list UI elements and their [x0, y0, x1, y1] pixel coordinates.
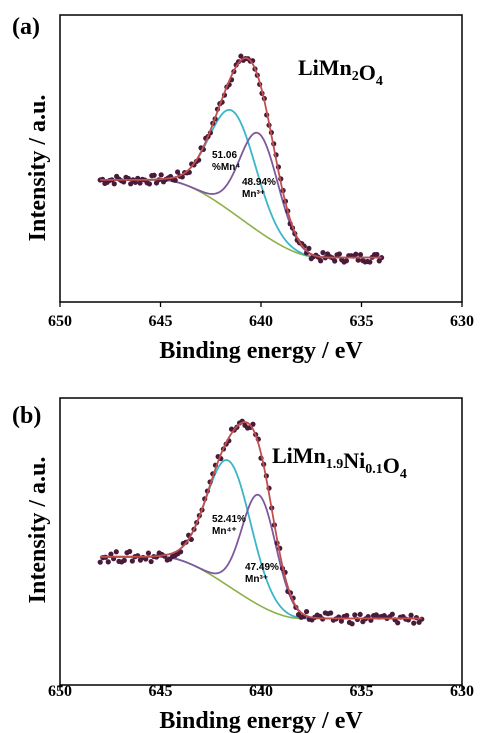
data-point [357, 611, 363, 618]
data-point [129, 558, 135, 564]
x-tick-label: 645 [149, 683, 173, 700]
data-point [411, 620, 417, 626]
data-point [113, 549, 119, 555]
data-point [121, 557, 127, 563]
data-point [132, 179, 138, 185]
envelope-curve [100, 57, 382, 259]
data-point [318, 258, 324, 264]
data-point [395, 620, 401, 626]
plot-frame [59, 397, 463, 686]
compound-label: LiMn1.9Ni0.1O4 [272, 443, 407, 482]
x-tick-label: 635 [350, 683, 374, 700]
component-annotation: 47.49% Mn³⁺ [245, 562, 279, 585]
x-tick-label: 645 [149, 313, 173, 330]
component-annotation: 48.94% Mn³⁺ [242, 177, 276, 200]
panel-b: 650 645 640 635 630 Binding energy / eV Intens… [12, 397, 474, 733]
data-point [349, 621, 355, 627]
plot-frame [59, 14, 463, 303]
panel-a: 650 645 640 635 630 Binding energy / eV Intens… [12, 14, 474, 364]
data-points [97, 53, 385, 265]
data-point [336, 251, 342, 257]
component-annotation: 52.41% Mn⁴⁺ [212, 514, 246, 537]
x-tick-label: 635 [350, 313, 374, 330]
data-point [137, 180, 143, 186]
data-point [344, 612, 350, 619]
data-point [408, 612, 414, 618]
background-curve [100, 179, 382, 259]
envelope-curve [100, 421, 422, 620]
data-point [127, 548, 133, 555]
x-tick-label: 630 [450, 683, 474, 700]
data-point [146, 181, 153, 187]
data-point [389, 611, 395, 617]
component-curve-mn3 [100, 131, 382, 259]
panel-label: (a) [12, 14, 40, 40]
data-point [332, 258, 338, 264]
data-point [306, 245, 312, 251]
data-point [158, 172, 164, 178]
data-point [105, 559, 111, 565]
data-point [128, 181, 134, 187]
compound-label: LiMn2O4 [298, 55, 383, 89]
x-tick-label: 650 [48, 313, 72, 330]
data-point [145, 550, 152, 556]
x-tick-label: 650 [48, 683, 72, 700]
x-tick-label: 640 [249, 683, 273, 700]
data-point [172, 177, 178, 183]
x-axis-title: Binding energy / eV [159, 338, 363, 364]
data-point [97, 559, 103, 565]
data-point [303, 609, 310, 615]
data-point [355, 257, 361, 263]
component-annotation: 51.06 %Mn⁴ [212, 150, 240, 173]
data-point [374, 251, 380, 258]
data-point [148, 558, 154, 565]
data-point [328, 610, 334, 616]
x-tick-label: 630 [450, 313, 474, 330]
data-point [343, 258, 350, 264]
component-curve-mn4 [100, 459, 422, 620]
x-axis-title: Binding energy / eV [159, 708, 363, 733]
data-point [320, 250, 326, 256]
data-point [111, 181, 117, 187]
data-point [367, 259, 373, 265]
data-point [174, 169, 181, 175]
data-point [238, 53, 244, 59]
panel-label: (b) [12, 403, 41, 429]
data-point [338, 618, 344, 624]
data-point [143, 556, 149, 562]
y-axis-title: Intensity / a.u. [25, 95, 51, 242]
data-point [353, 251, 359, 257]
x-tick-label: 640 [249, 313, 273, 330]
y-axis-title: Intensity / a.u. [25, 457, 51, 604]
data-point [108, 551, 114, 557]
data-point [357, 251, 364, 258]
data-point [151, 172, 157, 178]
data-point [352, 612, 358, 618]
